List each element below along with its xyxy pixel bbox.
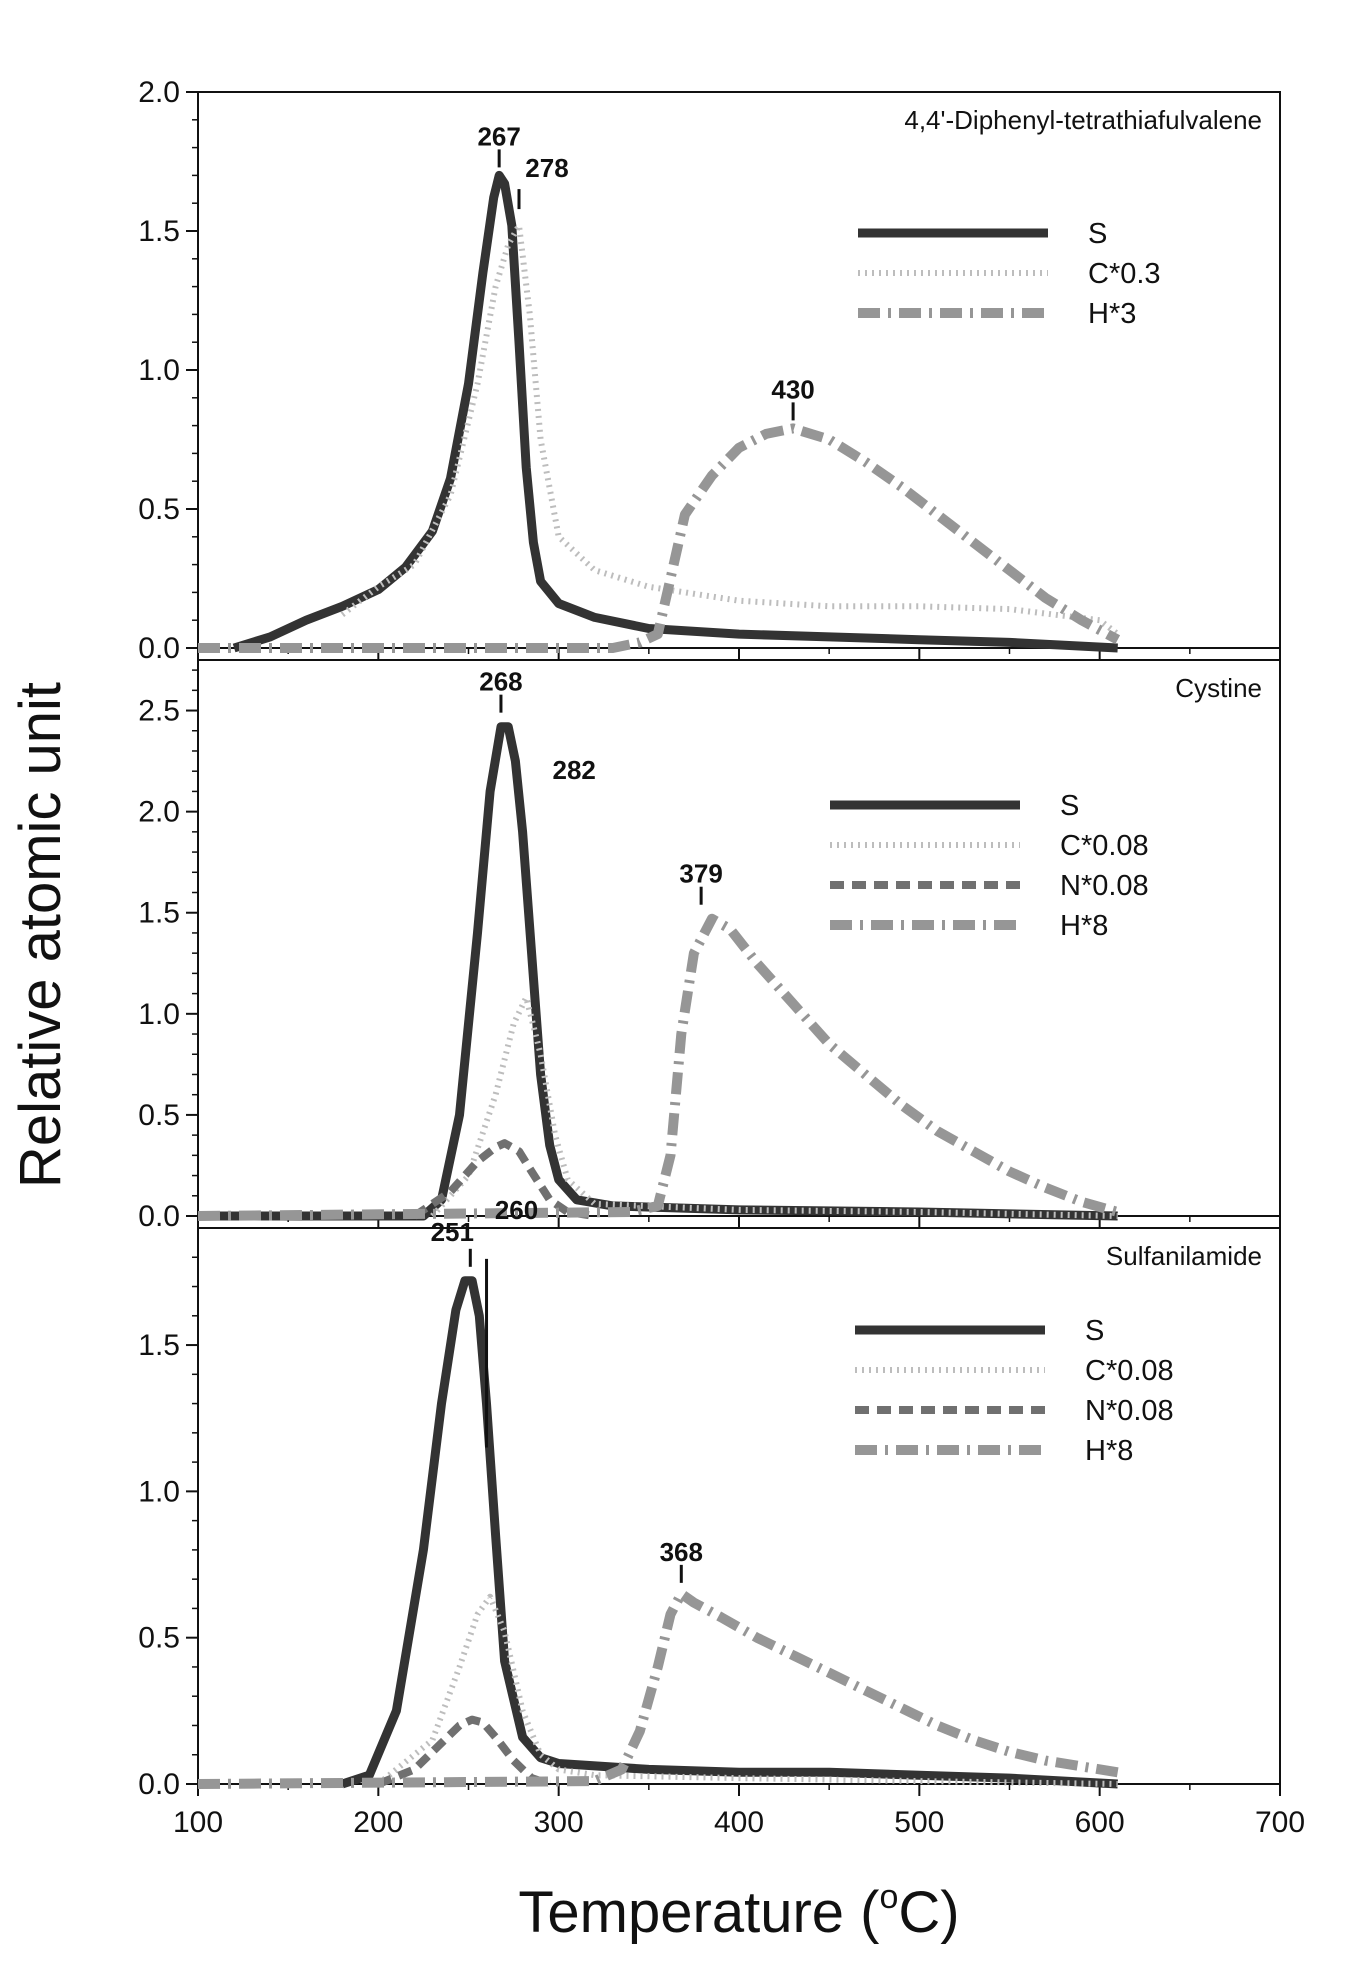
peak-label: 282 [553, 755, 596, 785]
series-line-s [232, 170, 1118, 653]
legend-label: S [1085, 1315, 1104, 1347]
peak-label: 368 [660, 1537, 703, 1567]
series-line-h-3 [198, 423, 1121, 653]
y-axis-title: Relative atomic unit [8, 682, 73, 1188]
y-tick-label: 0.5 [138, 1099, 180, 1132]
y-tick-label: 0.0 [138, 1200, 180, 1233]
y-tick-label: 0.5 [138, 493, 180, 526]
legend-label: H*8 [1060, 910, 1108, 942]
legend-label: S [1088, 218, 1107, 250]
series-line-s [340, 1276, 1118, 1789]
peak-label: 379 [679, 859, 722, 889]
legend-layer: S C*0.3 H*3 S C*0.08 N*0.08 H*8 S C*0.08 N*0.08 H*… [830, 218, 1174, 1467]
x-tick-label: 300 [534, 1806, 584, 1839]
y-tick-label: 1.5 [138, 215, 180, 248]
y-tick-label: 1.0 [138, 1475, 180, 1508]
x-axis-title-sup: o [879, 1878, 898, 1916]
y-tick-label: 2.0 [138, 796, 180, 829]
series-line-h-8 [197, 1588, 1119, 1789]
series-line-s [198, 722, 1118, 1221]
x-tick-label: 600 [1075, 1806, 1125, 1839]
legend-label: N*0.08 [1060, 870, 1149, 902]
peak-label: 251 [431, 1217, 474, 1247]
series-line-n-0-08 [376, 1715, 551, 1788]
series-line-h-8 [197, 913, 1120, 1221]
x-axis-title: Temperature (oC) [518, 1878, 959, 1945]
legend-label: H*3 [1088, 298, 1136, 330]
panel-title: Sulfanilamide [1106, 1241, 1262, 1271]
x-tick-label: 400 [714, 1806, 764, 1839]
peak-label: 268 [479, 667, 522, 697]
y-tick-label: 0.5 [138, 1622, 180, 1655]
series-layer [197, 170, 1121, 1789]
legend-label: C*0.3 [1088, 258, 1161, 290]
y-tick-label: 1.0 [138, 354, 180, 387]
y-tick-label: 1.5 [138, 1329, 180, 1362]
y-tick-label: 1.0 [138, 998, 180, 1031]
legend-label: S [1060, 790, 1079, 822]
y-tick-label: 0.0 [138, 632, 180, 665]
panel-title: Cystine [1175, 673, 1262, 703]
y-tick-label: 0.0 [138, 1768, 180, 1801]
panel-frame [197, 1227, 1281, 1785]
legend-label: C*0.08 [1060, 830, 1149, 862]
panel-title: 4,4'-Diphenyl-tetrathiafulvalene [904, 105, 1262, 135]
y-tick-label: 2.5 [138, 695, 180, 728]
x-tick-label: 200 [353, 1806, 403, 1839]
x-tick-label: 500 [894, 1806, 944, 1839]
series-line-n-0-08 [412, 1139, 596, 1220]
peak-label: 267 [477, 121, 520, 151]
x-tick-label: 700 [1255, 1806, 1305, 1839]
peak-label: 260 [495, 1195, 538, 1225]
x-tick-label: 100 [173, 1806, 223, 1839]
x-axis-title-main: Temperature ( [518, 1880, 879, 1945]
y-tick-label: 1.5 [138, 897, 180, 930]
legend-label: C*0.08 [1085, 1355, 1174, 1387]
series-line-c-0-08 [376, 1593, 1118, 1787]
y-tick-label: 2.0 [138, 76, 180, 109]
x-axis-title-end: C) [898, 1880, 959, 1945]
panel-frame [197, 91, 1281, 649]
peak-label: 278 [525, 153, 568, 183]
peak-label: 430 [771, 374, 814, 404]
legend-label: H*8 [1085, 1435, 1133, 1467]
axes-layer: 0.0 0.5 1.0 1.5 2.0 4,4'-Diphenyl-tetrathiafu… [138, 76, 1305, 1839]
legend-label: N*0.08 [1085, 1395, 1174, 1427]
